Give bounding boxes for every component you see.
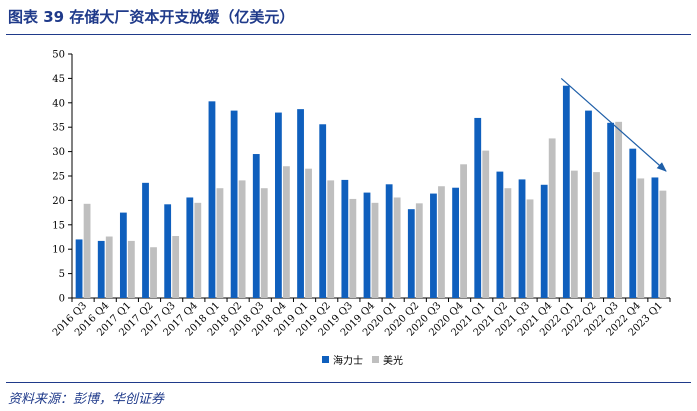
bar-micron bbox=[548, 138, 556, 298]
bar-micron bbox=[327, 180, 335, 298]
bar-micron bbox=[305, 168, 312, 298]
bar-micron bbox=[570, 170, 578, 298]
bar-hynix bbox=[607, 122, 615, 298]
bar-micron bbox=[415, 203, 423, 298]
bar-hynix bbox=[230, 110, 238, 298]
bar-hynix bbox=[75, 239, 83, 298]
bar-hynix bbox=[452, 187, 459, 298]
trend-arrow bbox=[560, 77, 667, 172]
title-divider bbox=[6, 34, 691, 35]
bar-hynix bbox=[474, 117, 482, 298]
legend-label-hynix: 海力士 bbox=[333, 354, 363, 367]
bar-hynix bbox=[363, 192, 371, 298]
bar-hynix bbox=[275, 112, 282, 298]
bar-hynix bbox=[119, 212, 127, 298]
bar-hynix bbox=[430, 193, 437, 298]
bar-hynix bbox=[385, 184, 393, 298]
bar-micron bbox=[194, 202, 202, 298]
bar-micron bbox=[260, 188, 268, 298]
y-tick-label: 40 bbox=[52, 98, 65, 109]
bar-hynix bbox=[562, 85, 570, 298]
bar-hynix bbox=[629, 148, 637, 298]
source-divider bbox=[6, 382, 691, 383]
bar-micron bbox=[593, 172, 600, 298]
bar-micron bbox=[127, 240, 135, 298]
bar-micron bbox=[371, 202, 379, 298]
bar-micron bbox=[238, 180, 246, 298]
legend-swatch-micron bbox=[372, 356, 379, 363]
bar-micron bbox=[172, 236, 180, 298]
bar-hynix bbox=[651, 177, 659, 298]
y-tick-label: 35 bbox=[52, 123, 65, 134]
y-tick-label: 15 bbox=[52, 220, 65, 231]
y-tick-label: 50 bbox=[52, 50, 65, 61]
bar-hynix bbox=[164, 204, 172, 298]
bar-hynix bbox=[319, 124, 327, 298]
bar-micron bbox=[637, 178, 645, 298]
bar-micron bbox=[438, 186, 445, 298]
bar-micron bbox=[526, 199, 534, 298]
bar-hynix bbox=[518, 179, 526, 298]
bar-hynix bbox=[208, 101, 216, 298]
bar-hynix bbox=[585, 110, 592, 298]
bar-micron bbox=[659, 190, 667, 298]
y-tick-label: 10 bbox=[52, 245, 65, 256]
y-tick-label: 25 bbox=[52, 172, 65, 183]
y-tick-label: 5 bbox=[59, 269, 65, 280]
bar-micron bbox=[150, 247, 157, 298]
bar-hynix bbox=[407, 209, 415, 298]
legend-label-micron: 美光 bbox=[383, 354, 403, 367]
bar-micron bbox=[504, 188, 512, 298]
bar-micron bbox=[349, 198, 357, 298]
bar-hynix bbox=[97, 240, 105, 298]
bar-micron bbox=[105, 236, 113, 298]
bar-micron bbox=[216, 188, 224, 298]
y-tick-label: 45 bbox=[52, 74, 65, 85]
bar-micron bbox=[283, 166, 290, 298]
bar-micron bbox=[460, 164, 467, 298]
bar-micron bbox=[482, 150, 490, 298]
bar-hynix bbox=[252, 154, 260, 298]
bar-micron bbox=[83, 203, 91, 298]
bar-hynix bbox=[496, 171, 504, 298]
y-tick-label: 0 bbox=[59, 294, 65, 305]
bar-micron bbox=[615, 121, 623, 298]
bar-hynix bbox=[341, 179, 349, 298]
bar-hynix bbox=[142, 182, 149, 298]
legend-swatch-hynix bbox=[322, 356, 329, 363]
bar-micron bbox=[393, 197, 401, 298]
bar-hynix bbox=[186, 197, 194, 298]
source-note: 资料来源：彭博，华创证券 bbox=[8, 392, 165, 407]
y-tick-label: 20 bbox=[52, 196, 65, 207]
bar-hynix bbox=[297, 109, 304, 298]
bar-hynix bbox=[540, 184, 548, 298]
y-tick-label: 30 bbox=[52, 147, 65, 158]
chart-title: 图表 39 存储大厂资本开支放缓（亿美元） bbox=[8, 8, 295, 26]
